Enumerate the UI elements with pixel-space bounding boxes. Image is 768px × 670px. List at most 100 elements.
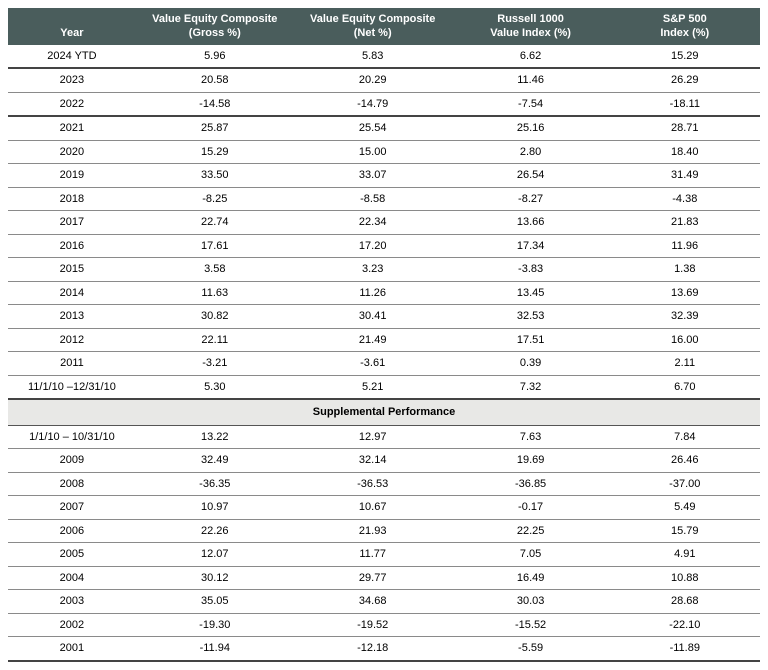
- cell-year: 2024 YTD: [8, 45, 136, 69]
- cell-net: -36.53: [294, 472, 452, 496]
- table-row: 11/1/10 –12/31/105.305.217.326.70: [8, 375, 760, 399]
- cell-russell: -8.27: [452, 187, 610, 211]
- cell-russell: 17.51: [452, 328, 610, 352]
- cell-russell: -0.17: [452, 496, 610, 520]
- cell-year: 2016: [8, 234, 136, 258]
- cell-year: 2005: [8, 543, 136, 567]
- cell-year: 2012: [8, 328, 136, 352]
- performance-table: Year Value Equity Composite (Gross %) Va…: [8, 8, 760, 662]
- table-row: 200430.1229.7716.4910.88: [8, 566, 760, 590]
- cell-year: 2021: [8, 116, 136, 140]
- cell-year: 2006: [8, 519, 136, 543]
- cell-net: 15.00: [294, 140, 452, 164]
- cell-net: 21.93: [294, 519, 452, 543]
- cell-year: 2023: [8, 68, 136, 92]
- cell-sp500: 32.39: [610, 305, 760, 329]
- cell-russell: 32.53: [452, 305, 610, 329]
- cell-gross: 5.96: [136, 45, 294, 69]
- cell-sp500: 7.84: [610, 425, 760, 449]
- cell-russell: 7.05: [452, 543, 610, 567]
- cell-sp500: 15.29: [610, 45, 760, 69]
- cell-net: -8.58: [294, 187, 452, 211]
- table-row: 201411.6311.2613.4513.69: [8, 281, 760, 305]
- cell-russell: 13.45: [452, 281, 610, 305]
- table-row: 202320.5820.2911.4626.29: [8, 68, 760, 92]
- col-header-russell: Russell 1000 Value Index (%): [452, 8, 610, 45]
- cell-sp500: 10.88: [610, 566, 760, 590]
- cell-russell: 30.03: [452, 590, 610, 614]
- cell-sp500: -18.11: [610, 92, 760, 116]
- col-header-sp500: S&P 500 Index (%): [610, 8, 760, 45]
- col-header-net: Value Equity Composite (Net %): [294, 8, 452, 45]
- table-row: 2024 YTD5.965.836.6215.29: [8, 45, 760, 69]
- table-row: 202015.2915.002.8018.40: [8, 140, 760, 164]
- cell-russell: 2.80: [452, 140, 610, 164]
- cell-russell: -3.83: [452, 258, 610, 282]
- table-row: 2018-8.25-8.58-8.27-4.38: [8, 187, 760, 211]
- cell-net: 29.77: [294, 566, 452, 590]
- cell-russell: 0.39: [452, 352, 610, 376]
- cell-sp500: 1.38: [610, 258, 760, 282]
- cell-sp500: 31.49: [610, 164, 760, 188]
- cell-gross: -14.58: [136, 92, 294, 116]
- cell-gross: -19.30: [136, 613, 294, 637]
- table-row: 2011-3.21-3.610.392.11: [8, 352, 760, 376]
- section-divider: Supplemental Performance: [8, 399, 760, 425]
- cell-year: 2020: [8, 140, 136, 164]
- cell-year: 2002: [8, 613, 136, 637]
- cell-net: 5.83: [294, 45, 452, 69]
- cell-year: 2007: [8, 496, 136, 520]
- cell-gross: 30.82: [136, 305, 294, 329]
- cell-year: 2008: [8, 472, 136, 496]
- cell-russell: 6.62: [452, 45, 610, 69]
- cell-russell: 11.46: [452, 68, 610, 92]
- cell-sp500: 4.91: [610, 543, 760, 567]
- cell-year: 2004: [8, 566, 136, 590]
- cell-gross: 22.26: [136, 519, 294, 543]
- cell-sp500: 13.69: [610, 281, 760, 305]
- cell-russell: 16.49: [452, 566, 610, 590]
- cell-sp500: 15.79: [610, 519, 760, 543]
- cell-russell: 7.63: [452, 425, 610, 449]
- cell-russell: 17.34: [452, 234, 610, 258]
- table-row: 200622.2621.9322.2515.79: [8, 519, 760, 543]
- cell-russell: -15.52: [452, 613, 610, 637]
- cell-net: -19.52: [294, 613, 452, 637]
- cell-sp500: 26.29: [610, 68, 760, 92]
- table-row: 201617.6117.2017.3411.96: [8, 234, 760, 258]
- cell-sp500: 6.70: [610, 375, 760, 399]
- table-body: 2024 YTD5.965.836.6215.29202320.5820.291…: [8, 45, 760, 661]
- table-row: 201330.8230.4132.5332.39: [8, 305, 760, 329]
- cell-year: 2001: [8, 637, 136, 661]
- cell-net: 25.54: [294, 116, 452, 140]
- cell-sp500: -22.10: [610, 613, 760, 637]
- cell-gross: 33.50: [136, 164, 294, 188]
- cell-russell: -36.85: [452, 472, 610, 496]
- table-row: 200335.0534.6830.0328.68: [8, 590, 760, 614]
- table-row: 201933.5033.0726.5431.49: [8, 164, 760, 188]
- cell-net: 22.34: [294, 211, 452, 235]
- cell-net: 21.49: [294, 328, 452, 352]
- cell-net: 30.41: [294, 305, 452, 329]
- cell-gross: 15.29: [136, 140, 294, 164]
- cell-gross: 20.58: [136, 68, 294, 92]
- cell-year: 2014: [8, 281, 136, 305]
- cell-gross: 12.07: [136, 543, 294, 567]
- cell-net: 34.68: [294, 590, 452, 614]
- cell-russell: 7.32: [452, 375, 610, 399]
- cell-gross: -11.94: [136, 637, 294, 661]
- table-row: 202125.8725.5425.1628.71: [8, 116, 760, 140]
- cell-gross: 35.05: [136, 590, 294, 614]
- cell-gross: -36.35: [136, 472, 294, 496]
- cell-sp500: 28.71: [610, 116, 760, 140]
- table-row: 200932.4932.1419.6926.46: [8, 449, 760, 473]
- cell-russell: 22.25: [452, 519, 610, 543]
- cell-gross: 30.12: [136, 566, 294, 590]
- cell-year: 2003: [8, 590, 136, 614]
- cell-gross: 22.74: [136, 211, 294, 235]
- cell-year: 2009: [8, 449, 136, 473]
- cell-gross: -3.21: [136, 352, 294, 376]
- cell-sp500: -11.89: [610, 637, 760, 661]
- cell-gross: -8.25: [136, 187, 294, 211]
- cell-sp500: 5.49: [610, 496, 760, 520]
